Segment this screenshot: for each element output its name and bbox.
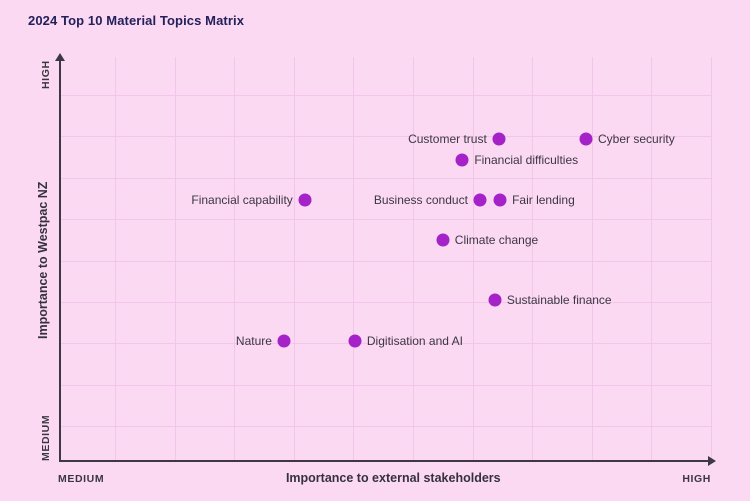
data-point-label: Financial capability <box>191 193 293 208</box>
x-axis-labels-row: MEDIUM Importance to external stakeholde… <box>58 471 711 485</box>
gridline-vertical <box>115 57 116 461</box>
gridline-vertical <box>174 57 176 461</box>
gridline-horizontal <box>60 260 711 262</box>
data-point-dot <box>298 193 312 207</box>
gridline-vertical <box>532 57 534 461</box>
data-point-label: Sustainable finance <box>506 292 612 307</box>
gridline-vertical <box>711 57 712 461</box>
gridline-horizontal <box>60 177 711 179</box>
x-axis-title: Importance to external stakeholders <box>285 471 501 485</box>
y-axis-medium-label: MEDIUM <box>40 414 52 461</box>
data-point-dot <box>493 193 507 207</box>
y-axis-high-label: HIGH <box>40 60 52 89</box>
data-point-label: Nature <box>235 333 272 348</box>
data-point-dot <box>473 193 487 207</box>
gridline-horizontal <box>60 426 711 428</box>
gridline-horizontal <box>60 136 711 138</box>
gridline-horizontal <box>60 95 711 96</box>
data-point-dot <box>492 132 506 146</box>
x-axis-line <box>59 460 712 462</box>
data-point-dot <box>348 334 362 348</box>
data-point-label: Customer trust <box>408 132 487 146</box>
x-axis-arrow-icon <box>708 456 716 466</box>
y-axis-line <box>59 60 61 461</box>
chart-title: 2024 Top 10 Material Topics Matrix <box>28 13 245 28</box>
gridline-horizontal <box>60 302 711 303</box>
gridline-vertical <box>591 57 593 461</box>
gridline-horizontal <box>60 384 711 386</box>
gridline-vertical <box>293 57 295 461</box>
data-point-label: Fair lending <box>512 193 575 208</box>
data-point-label: Digitisation and AI <box>366 333 463 348</box>
data-point-dot <box>579 132 593 146</box>
y-axis-title: Importance to Westpac NZ <box>36 181 50 339</box>
data-point-dot <box>488 293 502 307</box>
gridline-vertical <box>353 57 355 461</box>
gridline-horizontal <box>60 219 711 221</box>
data-point-dot <box>455 153 469 167</box>
gridline-vertical <box>651 57 653 461</box>
x-axis-medium-label: MEDIUM <box>58 473 105 485</box>
gridline-horizontal <box>60 343 711 345</box>
x-axis-high-label: HIGH <box>682 473 711 485</box>
data-point-label: Climate change <box>454 233 539 247</box>
data-point-dot <box>436 233 450 247</box>
plot-area: Customer trust Cyber security Financial di… <box>60 57 712 461</box>
data-point-label: Cyber security <box>598 132 675 146</box>
data-point-label: Financial difficulties <box>474 153 579 168</box>
gridline-vertical <box>234 57 236 461</box>
y-axis-arrow-icon <box>55 53 65 61</box>
gridline-vertical <box>413 57 414 461</box>
gridline-vertical <box>472 57 474 461</box>
data-point-label: Business conduct <box>373 193 468 208</box>
data-point-dot <box>277 334 291 348</box>
